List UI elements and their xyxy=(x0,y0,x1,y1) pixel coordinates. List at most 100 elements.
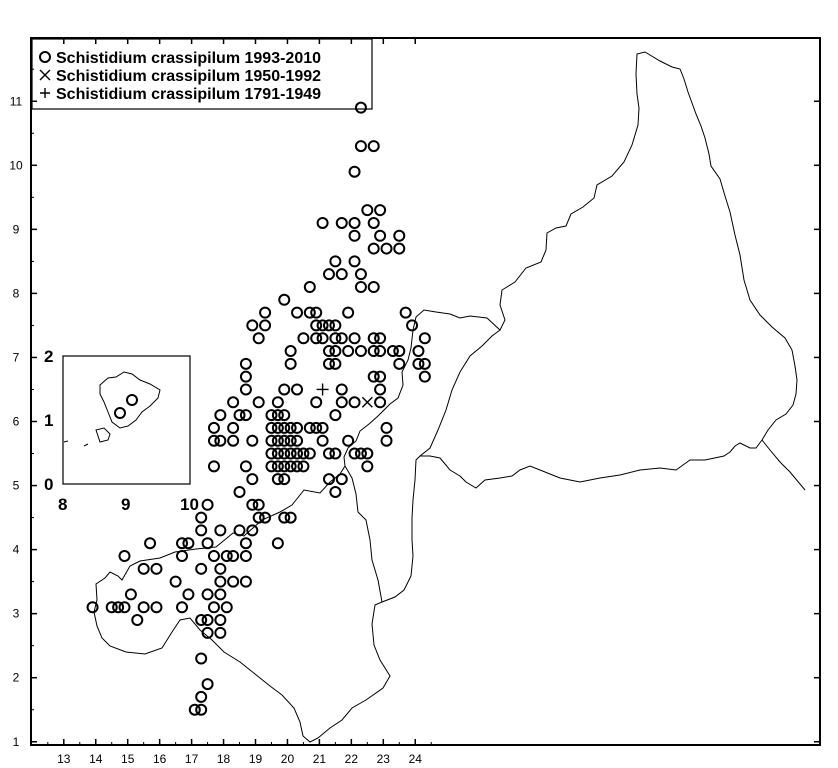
record-circle-marker xyxy=(220,601,233,614)
record-circle-marker xyxy=(367,216,380,229)
x-tick-label: 16 xyxy=(153,752,167,766)
inset-marker xyxy=(126,394,138,406)
record-circle-marker xyxy=(252,498,265,511)
record-circle-marker xyxy=(239,537,252,550)
record-circle-marker xyxy=(291,383,304,396)
record-circle-marker xyxy=(150,562,163,575)
record-circle-marker xyxy=(265,447,278,460)
record-circle-marker xyxy=(195,703,208,716)
record-circle-marker xyxy=(278,293,291,306)
record-circle-marker xyxy=(374,396,387,409)
record-circle-marker xyxy=(271,421,284,434)
record-circle-marker xyxy=(195,524,208,537)
estuary-line xyxy=(419,329,501,457)
x-tick-label: 17 xyxy=(185,752,199,766)
record-circle-marker xyxy=(131,614,144,627)
record-circle-marker xyxy=(354,268,367,281)
record-circle-marker xyxy=(303,421,316,434)
record-circle-marker xyxy=(259,319,272,332)
record-circle-marker xyxy=(207,421,220,434)
legend-label: Schistidium crassipilum 1993-2010 xyxy=(56,50,321,67)
y-tick-label: 7 xyxy=(13,350,20,364)
record-circle-marker xyxy=(278,447,291,460)
y-tick-label: 5 xyxy=(13,479,20,493)
record-circle-marker xyxy=(361,204,374,217)
record-circle-marker xyxy=(278,434,291,447)
record-circle-marker xyxy=(348,447,361,460)
record-circle-marker xyxy=(214,575,227,588)
inset-outline xyxy=(63,427,111,447)
record-circle-marker xyxy=(291,447,304,460)
x-tick-label: 21 xyxy=(313,752,327,766)
record-circle-marker xyxy=(297,447,310,460)
record-circle-marker xyxy=(137,562,150,575)
record-circle-marker xyxy=(182,537,195,550)
y-tick-label: 1 xyxy=(13,735,20,749)
record-circle-marker xyxy=(259,511,272,524)
record-circle-marker xyxy=(393,229,406,242)
record-circle-marker xyxy=(118,550,131,563)
record-circle-marker xyxy=(284,357,297,370)
inset-frame xyxy=(62,355,191,485)
record-circle-marker xyxy=(367,140,380,153)
record-circle-marker xyxy=(195,690,208,703)
record-circle-marker xyxy=(239,370,252,383)
record-circle-marker xyxy=(144,537,157,550)
record-circle-marker xyxy=(418,370,431,383)
record-circle-marker xyxy=(278,383,291,396)
record-circle-marker xyxy=(227,421,240,434)
record-circle-marker xyxy=(386,345,399,358)
record-circle-marker xyxy=(246,434,259,447)
record-circle-marker xyxy=(329,447,342,460)
plot-frame xyxy=(30,37,821,746)
record-circle-marker xyxy=(227,434,240,447)
record-circle-marker xyxy=(252,396,265,409)
record-circle-marker xyxy=(105,601,118,614)
record-circle-marker xyxy=(265,460,278,473)
record-circle-marker xyxy=(246,319,259,332)
record-circle-marker xyxy=(329,485,342,498)
legend: Schistidium crassipilum 1993-2010 Schist… xyxy=(31,38,373,110)
record-circle-marker xyxy=(342,306,355,319)
record-circle-marker xyxy=(214,524,227,537)
record-circle-marker xyxy=(271,409,284,422)
record-circle-marker xyxy=(188,703,201,716)
record-circle-marker xyxy=(112,601,125,614)
y-tick-label: 11 xyxy=(10,94,23,108)
y-tick-label: 3 xyxy=(13,607,20,621)
record-circle-marker xyxy=(335,216,348,229)
x-tick-label: 18 xyxy=(217,752,231,766)
legend-circle-icon xyxy=(39,51,51,63)
record-circle-marker xyxy=(252,511,265,524)
record-circle-marker xyxy=(367,345,380,358)
record-circle-marker xyxy=(150,601,163,614)
record-circle-marker xyxy=(195,652,208,665)
legend-plus-icon xyxy=(40,88,50,98)
record-circle-marker xyxy=(367,280,380,293)
record-circle-marker xyxy=(265,409,278,422)
record-circle-marker xyxy=(374,370,387,383)
record-circle-marker xyxy=(201,614,214,627)
record-circle-marker xyxy=(239,460,252,473)
record-circle-marker xyxy=(271,537,284,550)
record-circle-marker xyxy=(278,460,291,473)
record-circle-marker xyxy=(227,550,240,563)
record-circle-marker xyxy=(214,562,227,575)
record-circle-marker xyxy=(322,268,335,281)
record-circle-marker xyxy=(259,306,272,319)
record-circle-marker xyxy=(297,460,310,473)
record-circle-marker xyxy=(348,396,361,409)
record-circle-marker xyxy=(176,550,189,563)
county-outline xyxy=(93,51,798,743)
record-circle-marker xyxy=(329,357,342,370)
record-circle-marker xyxy=(278,421,291,434)
record-circle-marker xyxy=(303,447,316,460)
record-circle-marker xyxy=(239,575,252,588)
record-circle-marker xyxy=(322,473,335,486)
record-circle-marker xyxy=(412,345,425,358)
record-circle-marker xyxy=(246,524,259,537)
inset-x-tick: 9 xyxy=(121,495,130,514)
record-circle-marker xyxy=(335,473,348,486)
x-tick-label: 15 xyxy=(121,752,135,766)
record-circle-marker xyxy=(361,460,374,473)
